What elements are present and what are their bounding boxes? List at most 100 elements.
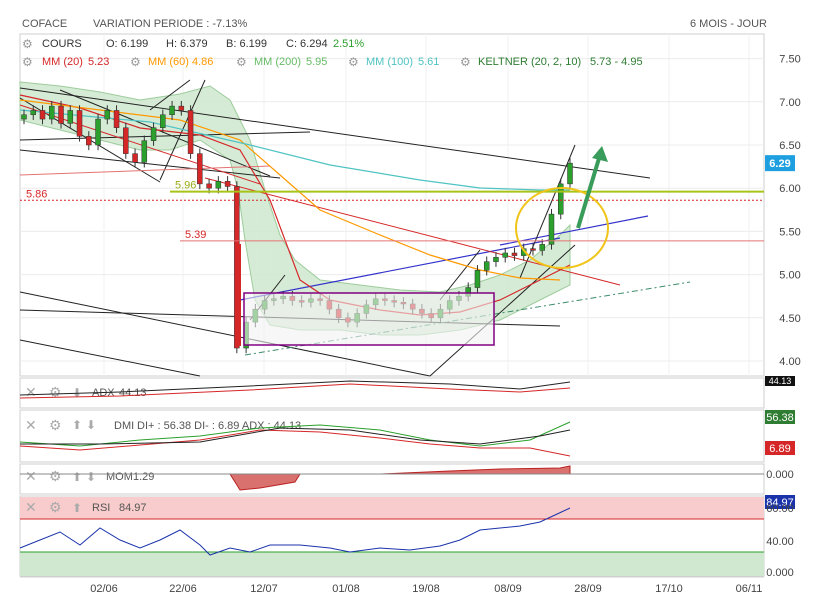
candle-body: [511, 252, 518, 256]
candle-body: [104, 110, 111, 120]
candle-body: [557, 183, 564, 215]
legend-mm100: MM (100): [366, 56, 413, 68]
legend-mm200-val: 5.95: [306, 56, 327, 68]
candle-body: [132, 153, 138, 163]
gear-icon[interactable]: ⚙: [236, 55, 247, 69]
price-tick-label: 5.50: [779, 226, 800, 238]
legend-mm20-val: 5.23: [88, 56, 109, 68]
indicator-label: MOM: [106, 471, 133, 483]
legend-high: H: 6.379: [166, 38, 208, 50]
gear-icon[interactable]: ⚙: [49, 468, 62, 484]
di-plus-badge-label: 56.38: [766, 412, 794, 424]
arrow-down-icon: ⬇: [86, 418, 96, 432]
gear-icon[interactable]: ⚙: [49, 384, 62, 400]
price-tick-label: 7.00: [779, 97, 800, 109]
date-tick-label: 28/09: [574, 583, 602, 595]
close-icon[interactable]: ✕: [25, 499, 37, 515]
candle-body: [215, 181, 222, 189]
indicator-label: RSI: [92, 502, 110, 514]
candle-body: [493, 257, 499, 262]
rsi-overbought-zone: [20, 497, 764, 519]
candle-body: [49, 105, 55, 120]
date-tick-label: 19/08: [412, 583, 440, 595]
rsi-tick-label: 40.00: [766, 536, 794, 548]
dmi-adx-line: [20, 427, 571, 445]
level-label-596: 5.96: [175, 180, 196, 192]
trend-line: [149, 79, 191, 111]
close-icon[interactable]: ✕: [25, 468, 37, 484]
candle-body: [113, 110, 120, 128]
di-minus-badge-label: 6.89: [769, 443, 790, 455]
candle-body: [187, 110, 194, 154]
arrow-up-icon[interactable]: ⬆: [72, 501, 82, 515]
candle-body: [169, 105, 175, 116]
candle-body: [86, 136, 92, 146]
adx-badge-label: 44.13: [769, 376, 792, 386]
price-tick-label: 4.50: [779, 313, 800, 325]
gear-icon[interactable]: ⚙: [130, 55, 141, 69]
dmi-values: DI+ : 56.38 DI- : 6.89 ADX : 44.13: [137, 420, 301, 432]
candle-body: [150, 127, 157, 141]
date-tick-label: 22/06: [169, 583, 197, 595]
close-icon[interactable]: ✕: [25, 384, 37, 400]
gear-icon[interactable]: ⚙: [22, 55, 33, 69]
trend-line: [19, 149, 281, 179]
gear-icon[interactable]: ⚙: [49, 499, 62, 515]
gear-icon[interactable]: ⚙: [22, 37, 33, 51]
rsi-badge-label: 84.97: [766, 497, 794, 509]
candle-body: [474, 270, 481, 288]
date-tick-label: 01/08: [332, 583, 360, 595]
price-tick-label: 6.00: [779, 183, 800, 195]
mm100-line: [19, 109, 570, 191]
trend-line: [19, 87, 651, 179]
candle-body: [224, 181, 231, 187]
candle-body: [206, 183, 212, 189]
price-tick-label: 5.00: [779, 270, 800, 282]
keltner-band: [19, 81, 571, 336]
annotations: 5.96 5.86 5.39: [20, 146, 764, 346]
current-price-label: 6.29: [769, 158, 790, 170]
symbol-title: COFACE: [22, 18, 67, 30]
gap-bar: [236, 244, 241, 346]
legend-mm200: MM (200): [254, 56, 301, 68]
di-plus-line: [19, 421, 571, 447]
di-plus-badge: [765, 410, 795, 424]
candle-body: [58, 105, 64, 124]
legend-mm60: MM (60): [148, 56, 189, 68]
legend-open: O: 6.199: [106, 38, 148, 50]
candle-body: [197, 153, 203, 185]
candle-body: [539, 244, 545, 251]
trend-line: [19, 291, 431, 377]
breakout-oval: [515, 187, 609, 269]
legend-close: C: 6.294: [286, 38, 328, 50]
candle-body: [67, 110, 74, 124]
arrow-down-icon[interactable]: ⬇: [86, 470, 96, 484]
gear-icon[interactable]: ⚙: [460, 55, 471, 69]
period-text: 6 MOIS - JOUR: [690, 18, 767, 30]
arrow-up-icon[interactable]: ⬆: [72, 470, 82, 484]
variation-text: VARIATION PERIODE : -7.13%: [93, 18, 247, 30]
breakout-arrow-shaft: [576, 154, 602, 229]
adx-panel: [19, 377, 765, 409]
trend-line: [19, 165, 271, 176]
date-tick-label: 06/11: [736, 583, 763, 595]
date-axis: 02/06 22/06 12/07 01/08 19/08 08/09 28/09 17/10…: [20, 576, 764, 595]
trend-line: [499, 215, 649, 246]
trend-line: [439, 249, 481, 301]
di-minus-line: [19, 429, 571, 457]
legend-keltner: KELTNER (20, 2, 10): [478, 56, 581, 68]
trend-line: [59, 89, 271, 177]
legend-low: B: 6.199: [226, 38, 267, 50]
keltner-band-area: [19, 81, 571, 336]
gear-icon[interactable]: ⚙: [348, 55, 359, 69]
rsi-tick-label: 60.00: [766, 503, 794, 515]
candle-body: [502, 252, 508, 258]
legend-mm20: MM (20): [42, 56, 83, 68]
date-tick-label: 12/07: [250, 583, 278, 595]
rsi-low-zone: [20, 552, 764, 576]
mom-axis-label: 0.000: [766, 469, 794, 481]
legend-keltner-val: 5.73 - 4.95: [590, 56, 643, 68]
rsi-badge: [765, 495, 795, 509]
trend-line: [19, 131, 311, 141]
